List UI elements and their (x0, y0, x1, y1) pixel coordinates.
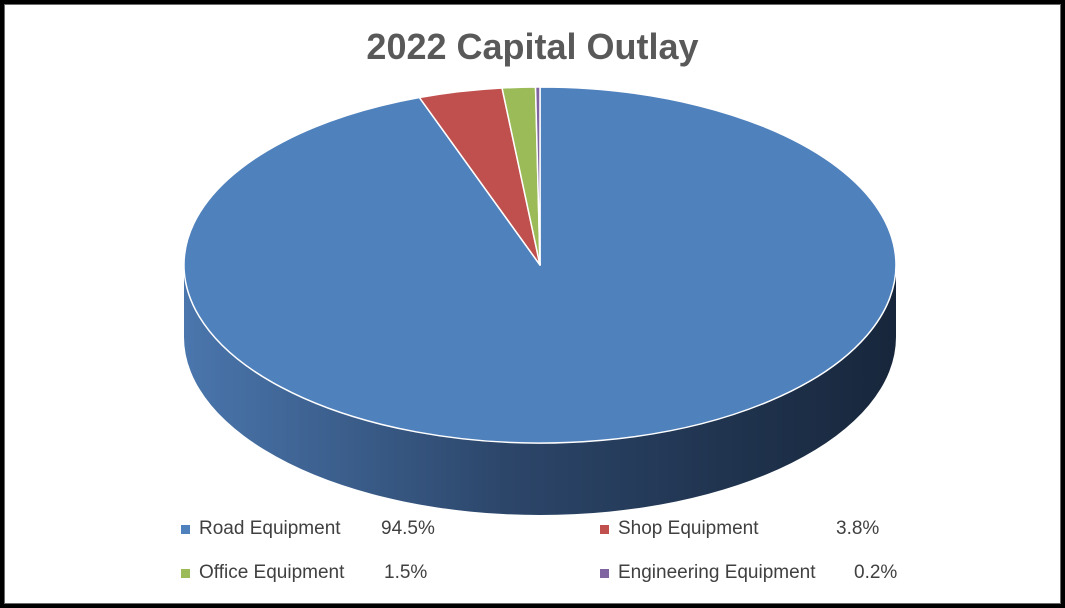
legend-label-engineering: Engineering Equipment (618, 562, 816, 583)
legend-swatch-office (181, 568, 190, 578)
legend-item-road-equipment: Road Equipment 94.5% (181, 518, 435, 540)
legend-label-road: Road Equipment (199, 518, 341, 539)
legend-value-office: 1.5% (384, 562, 428, 583)
legend-item-office-equipment: Office Equipment 1.5% (181, 562, 427, 584)
legend-swatch-shop (600, 524, 609, 534)
legend-label-office: Office Equipment (199, 562, 345, 583)
legend-value-road: 94.5% (381, 518, 435, 539)
legend-swatch-road (181, 524, 190, 534)
legend-value-engineering: 0.2% (854, 562, 898, 583)
legend-item-engineering-equipment: Engineering Equipment 0.2% (600, 562, 897, 584)
chart-title: 2022 Capital Outlay (366, 26, 699, 67)
legend-item-shop-equipment: Shop Equipment 3.8% (600, 518, 879, 540)
pie-side-wall (184, 265, 896, 515)
slice-engineering-equipment (534, 86, 541, 266)
legend-label-shop: Shop Equipment (618, 518, 759, 539)
legend-value-shop: 3.8% (836, 518, 880, 539)
legend-swatch-engineering (600, 568, 609, 578)
